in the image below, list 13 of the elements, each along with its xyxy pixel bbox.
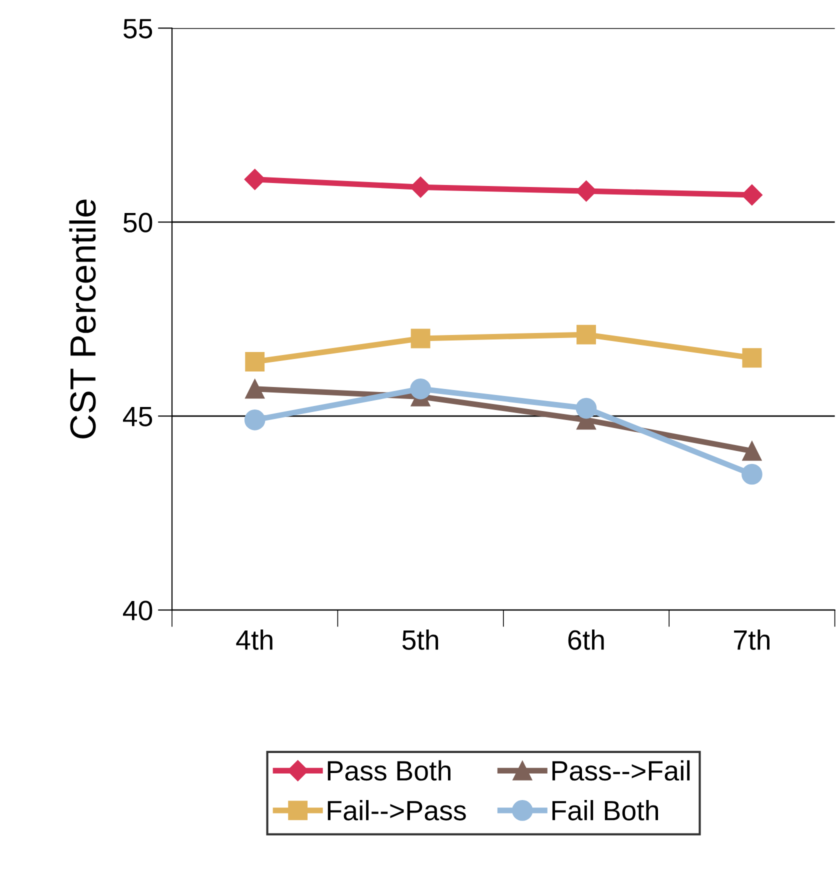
- legend-label: Pass-->Fail: [552, 760, 690, 781]
- y-tick-label: 55: [123, 19, 152, 38]
- y-tick-label: 50: [123, 212, 152, 232]
- x-tick-label: 7th: [734, 629, 770, 650]
- y-tick-label: 40: [122, 600, 152, 620]
- legend-label: Pass Both: [328, 760, 450, 781]
- legend-label: Fail-->Pass: [328, 800, 466, 820]
- x-tick-label: 6th: [568, 629, 604, 650]
- x-tick-label: 4th: [236, 629, 272, 650]
- x-tick-label: 5th: [402, 629, 438, 650]
- y-tick-label: 45: [122, 407, 152, 426]
- legend-label: Fail Both: [552, 800, 658, 820]
- y-axis-title: CST Percentile: [69, 200, 96, 438]
